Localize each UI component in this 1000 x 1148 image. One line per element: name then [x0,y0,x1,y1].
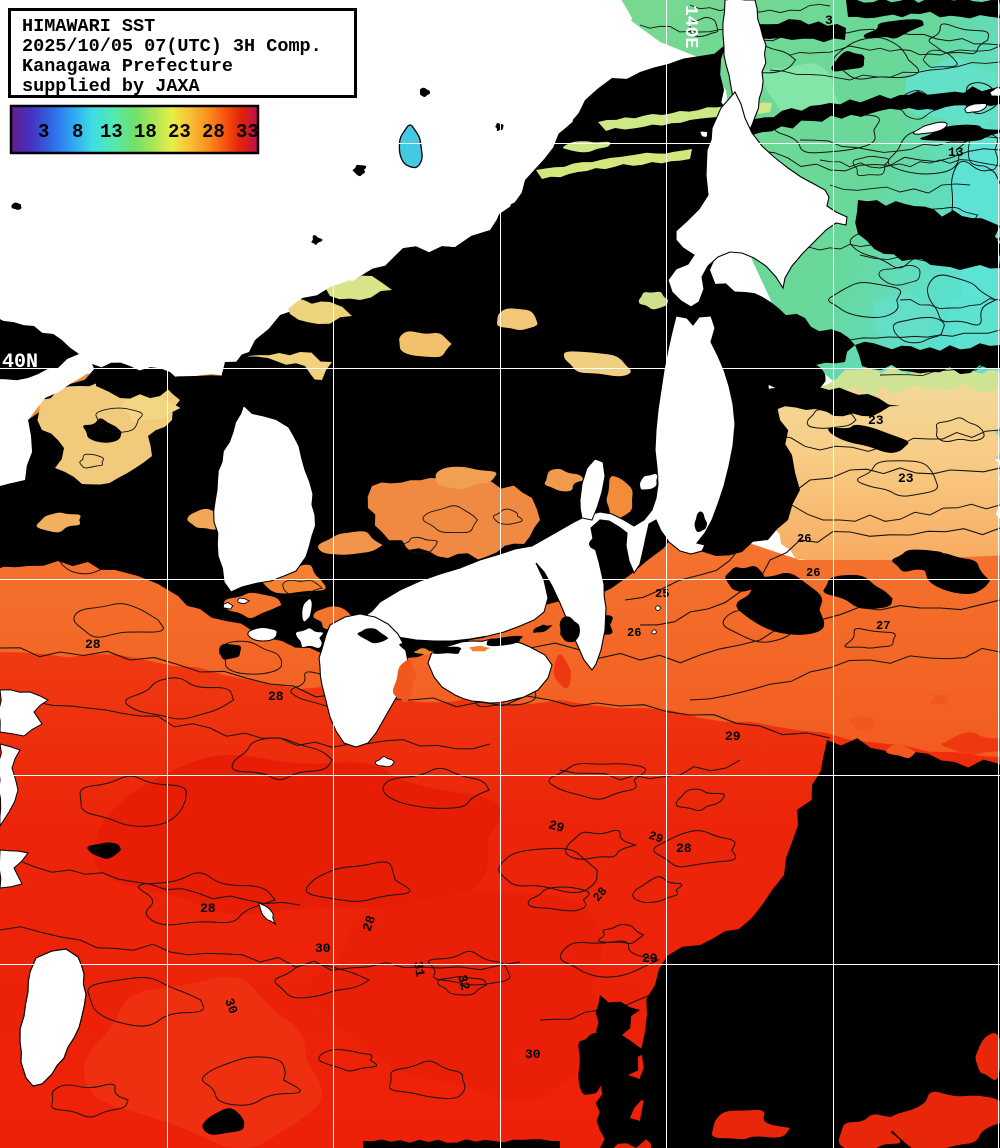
svg-text:HIMAWARI SST: HIMAWARI SST [22,16,155,37]
svg-text:30: 30 [852,883,873,904]
svg-text:29: 29 [647,829,665,847]
svg-text:140E: 140E [680,5,700,48]
svg-text:2025/10/05 07(UTC) 3H Comp.: 2025/10/05 07(UTC) 3H Comp. [22,36,322,57]
svg-text:28: 28 [202,121,225,143]
svg-text:3: 3 [38,121,49,143]
svg-text:33: 33 [236,121,259,143]
svg-text:3: 3 [825,13,833,28]
svg-text:18: 18 [134,121,157,143]
svg-text:28: 28 [360,913,379,933]
svg-text:26: 26 [806,566,820,580]
svg-text:40N: 40N [2,351,38,374]
svg-text:28: 28 [200,901,216,916]
svg-text:Kanagawa Prefecture: Kanagawa Prefecture [22,56,233,77]
svg-text:29: 29 [642,951,658,966]
svg-text:23: 23 [168,121,191,143]
svg-text:28: 28 [268,689,284,704]
svg-text:13: 13 [100,121,123,143]
svg-text:27: 27 [876,619,890,633]
svg-text:28: 28 [85,637,101,652]
svg-text:30: 30 [525,1047,541,1062]
svg-text:29: 29 [725,729,741,744]
svg-text:25: 25 [655,587,669,601]
svg-text:28: 28 [676,841,692,856]
svg-text:30: 30 [315,941,331,956]
svg-text:supplied by JAXA: supplied by JAXA [22,76,201,97]
svg-text:8: 8 [72,121,83,143]
svg-text:32: 32 [454,973,473,992]
svg-text:13: 13 [948,145,964,160]
svg-text:26: 26 [797,532,811,546]
svg-text:31: 31 [410,960,428,978]
svg-text:23: 23 [898,471,914,486]
svg-text:30: 30 [221,996,240,1016]
svg-text:23: 23 [868,413,884,428]
svg-text:29: 29 [547,817,566,836]
svg-text:26: 26 [627,626,641,640]
